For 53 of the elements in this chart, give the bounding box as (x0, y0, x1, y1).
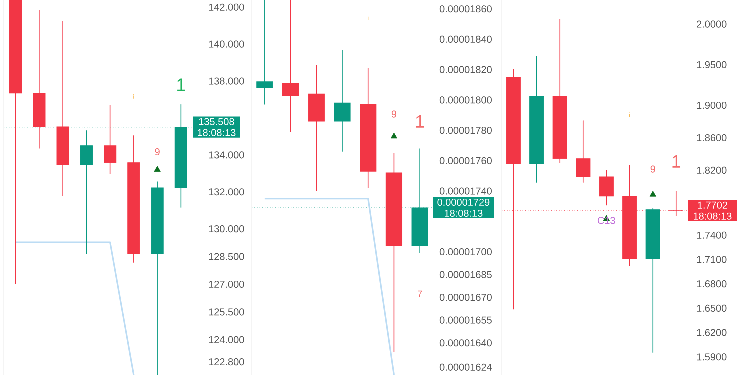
candlestick (282, 0, 300, 132)
candlestick (576, 120, 591, 184)
y-tick-label: 0.00001685 (440, 271, 492, 278)
y-tick-label: 125.500 (209, 308, 244, 316)
y-tick-label: 1.6500 (697, 304, 727, 312)
y-tick-label: 0.00001670 (440, 294, 492, 302)
y-tick-label: 138.000 (209, 78, 244, 85)
y-tick-label: 0.00001740 (440, 188, 492, 195)
y-tick-label: 142.000 (209, 4, 244, 11)
y-tick-label: 0.00001624 (440, 364, 492, 371)
y-tick-label: 0.00001840 (440, 36, 492, 44)
annotation: 1 (416, 116, 424, 128)
y-tick-label: 0.00001655 (440, 316, 492, 324)
y-tick-label: 0.00001780 (440, 127, 492, 134)
y-tick-label: 1.6800 (697, 280, 727, 288)
y-tick-label: 1.8200 (697, 166, 727, 174)
annotation: 7 (418, 290, 422, 298)
y-tick-label: 1.9000 (697, 102, 727, 110)
y-tick-label: 0.00001760 (440, 157, 492, 164)
candlestick (104, 105, 117, 175)
candlestick (80, 130, 93, 255)
y-tick-label: 122.800 (209, 358, 244, 366)
y-tick-label: 1.9500 (697, 61, 727, 68)
y-tick-label: 1.8600 (697, 134, 727, 142)
annotation: 1 (178, 78, 186, 92)
y-tick-label: 0.00001800 (440, 96, 492, 104)
y-tick-label: 1.5900 (697, 354, 727, 361)
y-tick-label: 132.000 (209, 188, 244, 196)
candlestick (256, 0, 274, 106)
annotation: 9 (650, 166, 656, 173)
y-tick-label: 0.00001640 (440, 340, 492, 347)
y-tick-label: 0.00001860 (440, 6, 492, 13)
annotation: C13 (598, 217, 616, 224)
y-tick-label: 1.7100 (697, 256, 727, 264)
y-tick-label: 1.6200 (697, 329, 727, 336)
y-tick-label: 128.500 (209, 253, 244, 260)
annotation: 1 (672, 156, 681, 168)
y-tick-label: 140.000 (209, 40, 244, 48)
y-tick-label: 124.000 (209, 336, 244, 344)
annotation: 9 (155, 148, 160, 156)
y-tick-label: 127.000 (209, 280, 244, 288)
y-tick-label: 1.7400 (697, 232, 727, 239)
candlestick (334, 50, 351, 152)
ref-line-label: 0.00001729 18:08:13 (438, 198, 490, 218)
annotation: 9 (392, 110, 397, 118)
ref-line-label: 1.7702 18:08:13 (694, 202, 732, 220)
ref-line-label: 135.508 18:08:13 (198, 118, 236, 136)
y-tick-label: 0.00001700 (440, 248, 492, 256)
y-tick-label: 0.00001820 (440, 66, 492, 74)
y-tick-label: 2.0000 (697, 20, 727, 28)
y-tick-label: 130.000 (209, 226, 244, 233)
candlestick (599, 170, 614, 206)
y-tick-label: 134.000 (209, 152, 244, 159)
